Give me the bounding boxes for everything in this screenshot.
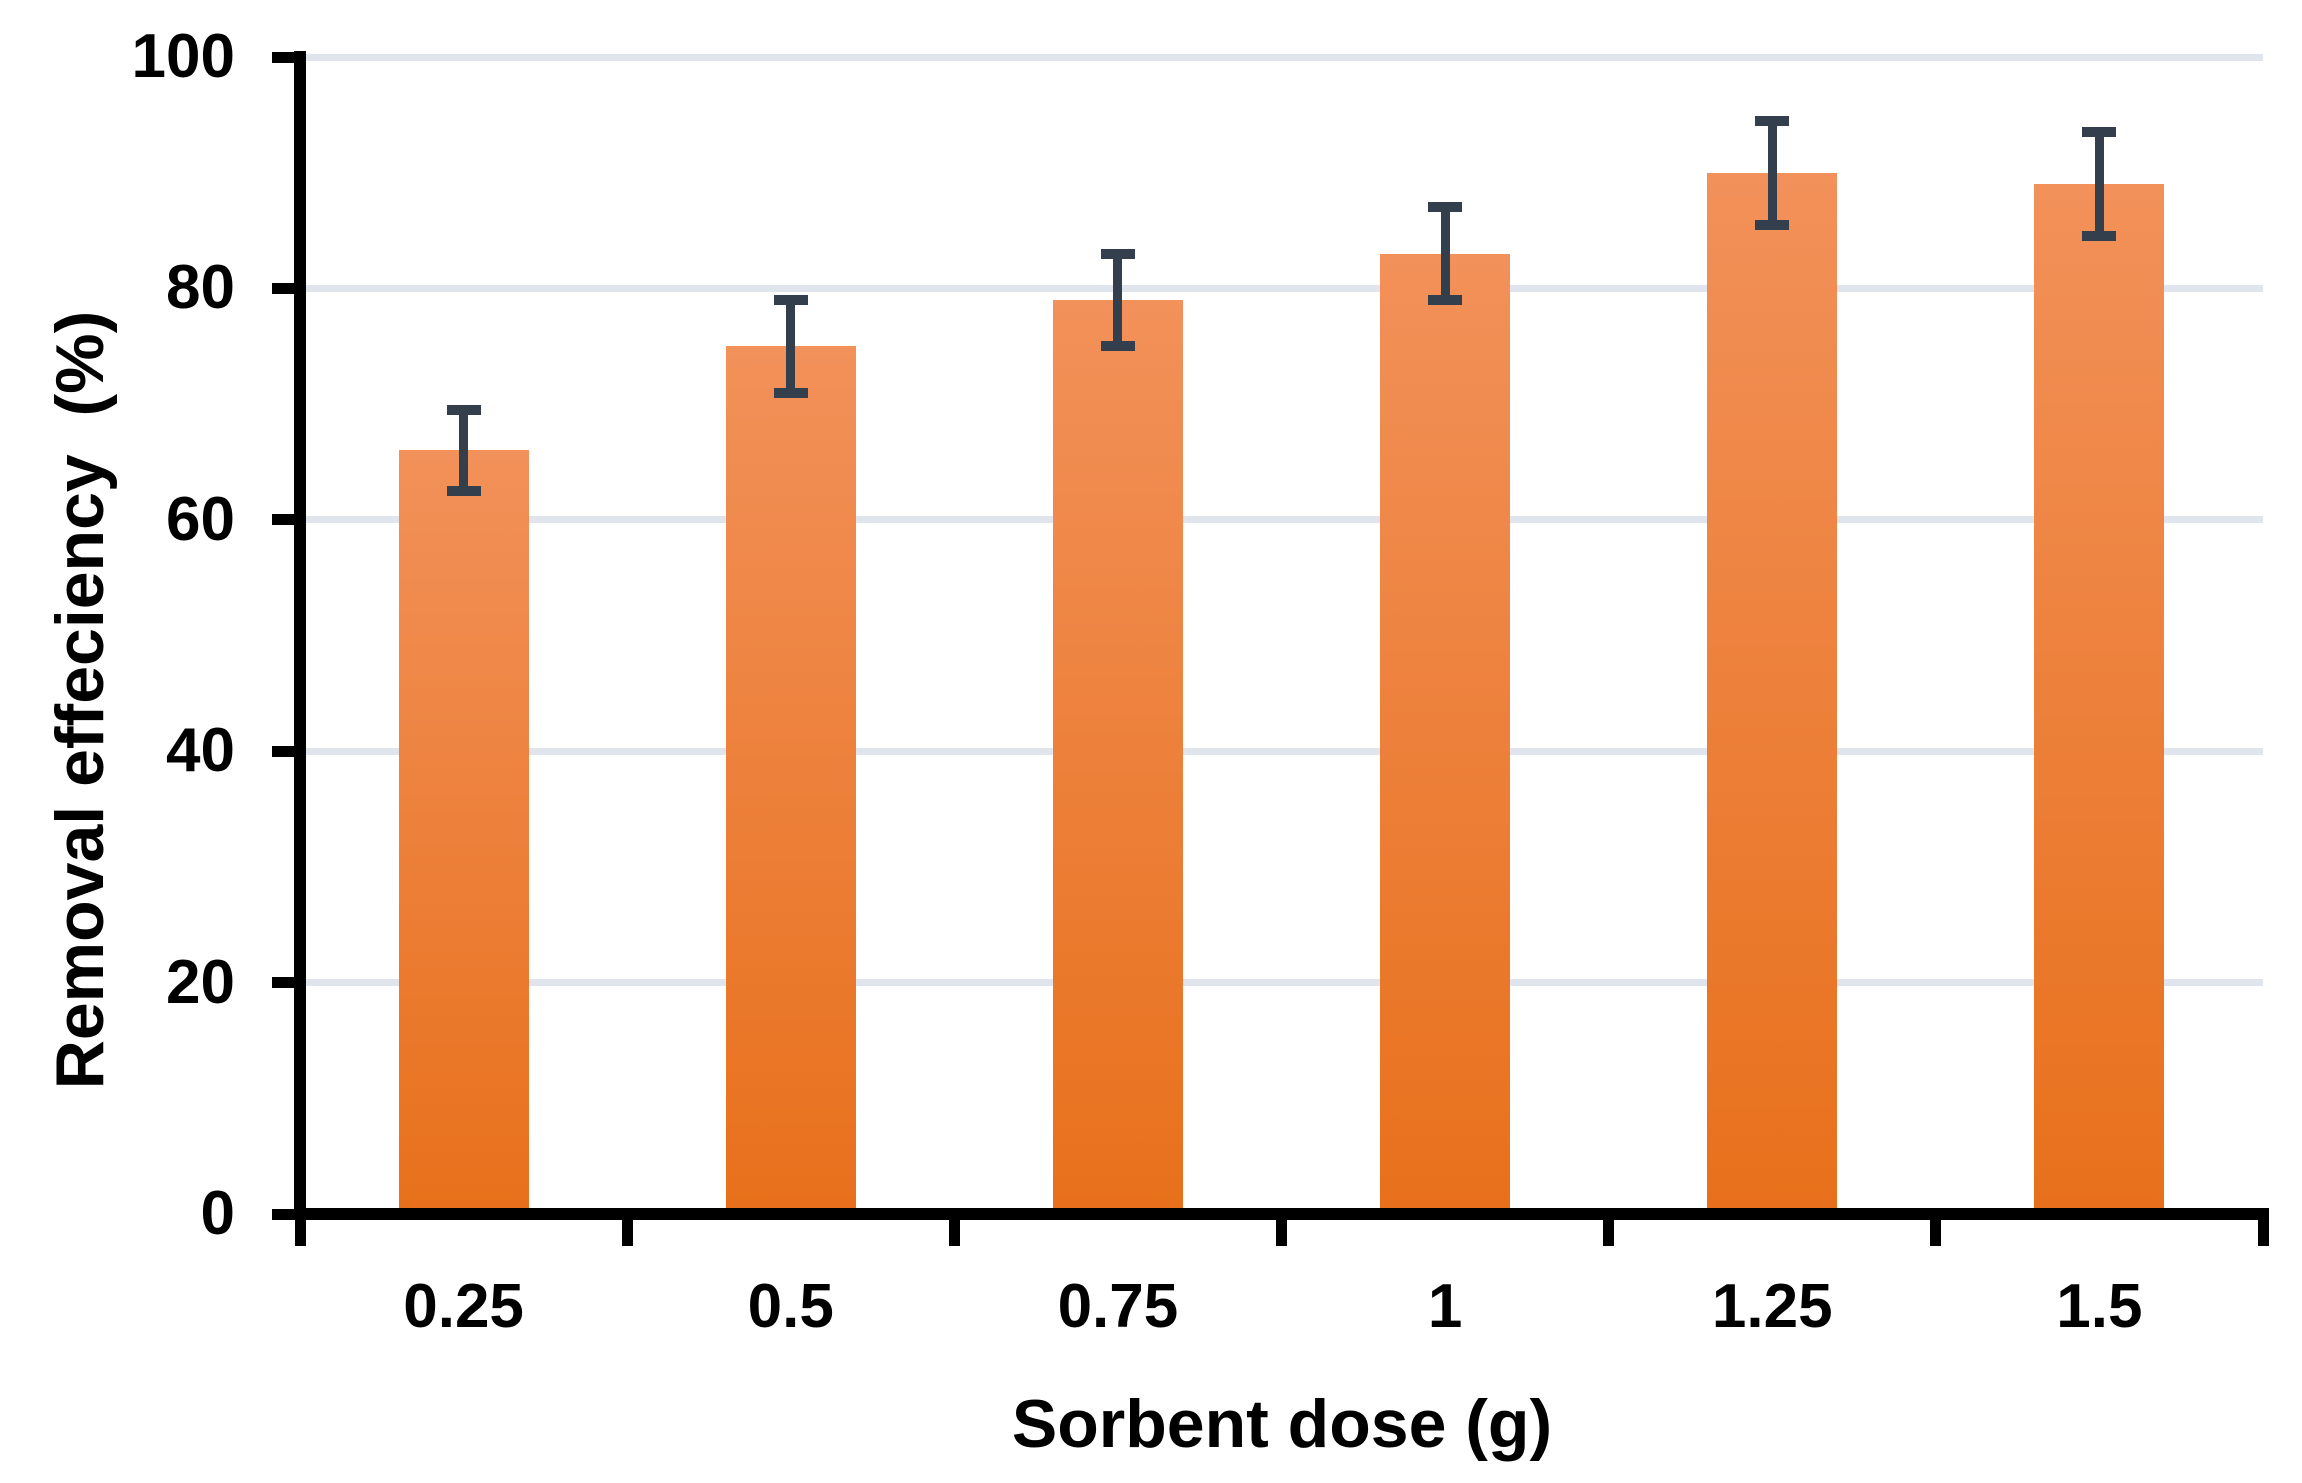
error-bar-line [786, 299, 796, 393]
x-axis-tick [1603, 1220, 1615, 1246]
error-bar-top-cap [2082, 127, 2117, 138]
y-axis-tick [272, 51, 294, 63]
y-tick-label: 80 [166, 253, 235, 323]
x-axis-line [294, 1208, 2269, 1220]
bar [1707, 172, 1838, 1214]
y-axis-tick [272, 977, 294, 989]
x-tick-label: 1.25 [1711, 1272, 1833, 1341]
error-bar-line [459, 409, 469, 491]
error-bar-line [1440, 207, 1450, 300]
error-bar-line [2094, 132, 2104, 237]
x-axis-tick [2257, 1220, 2269, 1246]
x-axis-tick [621, 1220, 633, 1246]
error-bar-top-cap [446, 404, 481, 415]
bar [725, 346, 856, 1214]
y-axis-line [294, 51, 306, 1220]
error-bar-top-cap [1755, 115, 1790, 126]
error-bar-line [1767, 120, 1777, 225]
error-bar-bottom-cap [1100, 341, 1135, 352]
y-tick-label: 60 [166, 484, 235, 554]
x-tick-label: 0.75 [1057, 1272, 1179, 1341]
y-axis-tick [272, 514, 294, 526]
error-bar-top-cap [1428, 202, 1463, 213]
bar [1380, 253, 1511, 1214]
y-tick-label: 100 [131, 22, 235, 91]
x-tick-label: 0.5 [747, 1272, 834, 1341]
y-axis-tick [272, 282, 294, 294]
error-bar-bottom-cap [773, 387, 808, 398]
x-tick-label: 0.25 [403, 1272, 524, 1341]
x-axis-title: Sorbent dose (g) [1011, 1386, 1553, 1462]
error-bar-line [1113, 253, 1123, 347]
error-bar-top-cap [1100, 248, 1135, 259]
error-bar-bottom-cap [1755, 219, 1790, 230]
gridline [300, 747, 2263, 755]
y-tick-label: 20 [166, 947, 235, 1017]
error-bar-bottom-cap [2082, 231, 2117, 242]
gridline [300, 284, 2263, 292]
x-axis-tick [1276, 1220, 1287, 1246]
y-tick-label: 40 [166, 716, 235, 786]
x-axis-tick [294, 1220, 306, 1246]
y-axis-tick [272, 1208, 294, 1220]
error-bar-bottom-cap [1428, 294, 1463, 305]
bar [1052, 299, 1183, 1214]
x-tick-label: 1 [1427, 1272, 1463, 1341]
gridline [300, 53, 2263, 61]
error-bar-bottom-cap [446, 485, 481, 496]
gridline [300, 979, 2263, 987]
bar [2034, 184, 2165, 1214]
y-axis-tick [272, 745, 294, 757]
x-axis-tick [1930, 1220, 1942, 1246]
bar [398, 450, 529, 1214]
x-axis-tick [948, 1220, 960, 1246]
y-axis-title: Removal effeciency (%) [42, 310, 118, 1090]
error-bar-top-cap [773, 294, 808, 305]
y-tick-label: 0 [200, 1179, 235, 1248]
x-tick-label: 1.5 [2056, 1272, 2143, 1341]
gridline [300, 516, 2263, 524]
